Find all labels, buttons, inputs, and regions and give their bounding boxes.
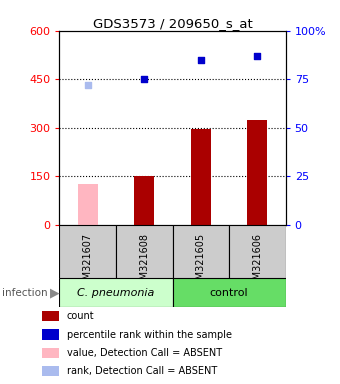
Text: count: count bbox=[67, 311, 95, 321]
Bar bbox=[173, 225, 229, 278]
Text: GSM321608: GSM321608 bbox=[139, 233, 149, 292]
Title: GDS3573 / 209650_s_at: GDS3573 / 209650_s_at bbox=[93, 17, 252, 30]
Point bbox=[141, 76, 147, 82]
Text: ▶: ▶ bbox=[50, 286, 60, 299]
Bar bbox=[134, 176, 154, 225]
Bar bbox=[191, 129, 211, 225]
Text: GSM321605: GSM321605 bbox=[196, 233, 206, 292]
Bar bbox=[78, 184, 98, 225]
Text: C. pneumonia: C. pneumonia bbox=[77, 288, 155, 298]
Bar bbox=[59, 225, 116, 278]
Text: control: control bbox=[210, 288, 249, 298]
Text: infection: infection bbox=[2, 288, 47, 298]
Bar bbox=[173, 278, 286, 307]
Text: rank, Detection Call = ABSENT: rank, Detection Call = ABSENT bbox=[67, 366, 217, 376]
Bar bbox=[116, 225, 173, 278]
Bar bbox=[42, 348, 59, 358]
Bar bbox=[42, 329, 59, 340]
Text: GSM321607: GSM321607 bbox=[83, 233, 93, 292]
Text: GSM321606: GSM321606 bbox=[252, 233, 262, 292]
Bar bbox=[42, 311, 59, 321]
Point bbox=[85, 82, 90, 88]
Text: value, Detection Call = ABSENT: value, Detection Call = ABSENT bbox=[67, 348, 222, 358]
Point bbox=[198, 57, 204, 63]
Bar bbox=[248, 119, 267, 225]
Bar bbox=[42, 366, 59, 376]
Text: percentile rank within the sample: percentile rank within the sample bbox=[67, 329, 232, 339]
Bar bbox=[59, 278, 173, 307]
Bar bbox=[229, 225, 286, 278]
Point bbox=[255, 53, 260, 59]
